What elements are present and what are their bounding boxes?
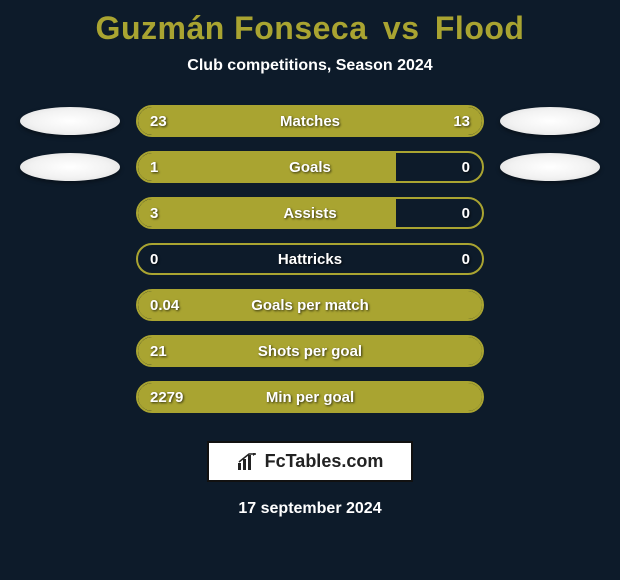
player-right-avatar <box>500 107 600 135</box>
stat-bar: 2279Min per goal <box>136 381 484 413</box>
source-logo: FcTables.com <box>207 441 414 482</box>
stat-row: 00Hattricks <box>0 243 620 275</box>
stat-row: 2279Min per goal <box>0 381 620 413</box>
stat-label: Goals per match <box>138 291 482 319</box>
stat-bar: 00Hattricks <box>136 243 484 275</box>
stat-bar: 21Shots per goal <box>136 335 484 367</box>
stat-label: Matches <box>138 107 482 135</box>
chart-icon <box>237 453 259 471</box>
stat-label: Goals <box>138 153 482 181</box>
logo-text: FcTables.com <box>265 451 384 472</box>
page-title: Guzmán Fonseca vs Flood <box>0 10 620 47</box>
title-player-left: Guzmán Fonseca <box>96 10 368 46</box>
title-vs: vs <box>383 10 420 46</box>
stat-label: Shots per goal <box>138 337 482 365</box>
player-right-avatar <box>500 153 600 181</box>
player-left-avatar <box>20 107 120 135</box>
stat-row: 2313Matches <box>0 105 620 137</box>
stat-row: 0.04Goals per match <box>0 289 620 321</box>
stat-bar: 10Goals <box>136 151 484 183</box>
stat-row: 30Assists <box>0 197 620 229</box>
subtitle: Club competitions, Season 2024 <box>0 57 620 75</box>
stat-row: 10Goals <box>0 151 620 183</box>
player-left-avatar <box>20 153 120 181</box>
stat-rows: 2313Matches 10Goals 30Assists 00Hattricks 0.… <box>0 105 620 413</box>
title-player-right: Flood <box>435 10 525 46</box>
stat-label: Min per goal <box>138 383 482 411</box>
comparison-card: Guzmán Fonseca vs Flood Club competition… <box>0 0 620 518</box>
stat-label: Hattricks <box>138 245 482 273</box>
date: 17 september 2024 <box>0 500 620 518</box>
stat-bar: 30Assists <box>136 197 484 229</box>
stat-label: Assists <box>138 199 482 227</box>
stat-bar: 0.04Goals per match <box>136 289 484 321</box>
stat-row: 21Shots per goal <box>0 335 620 367</box>
stat-bar: 2313Matches <box>136 105 484 137</box>
